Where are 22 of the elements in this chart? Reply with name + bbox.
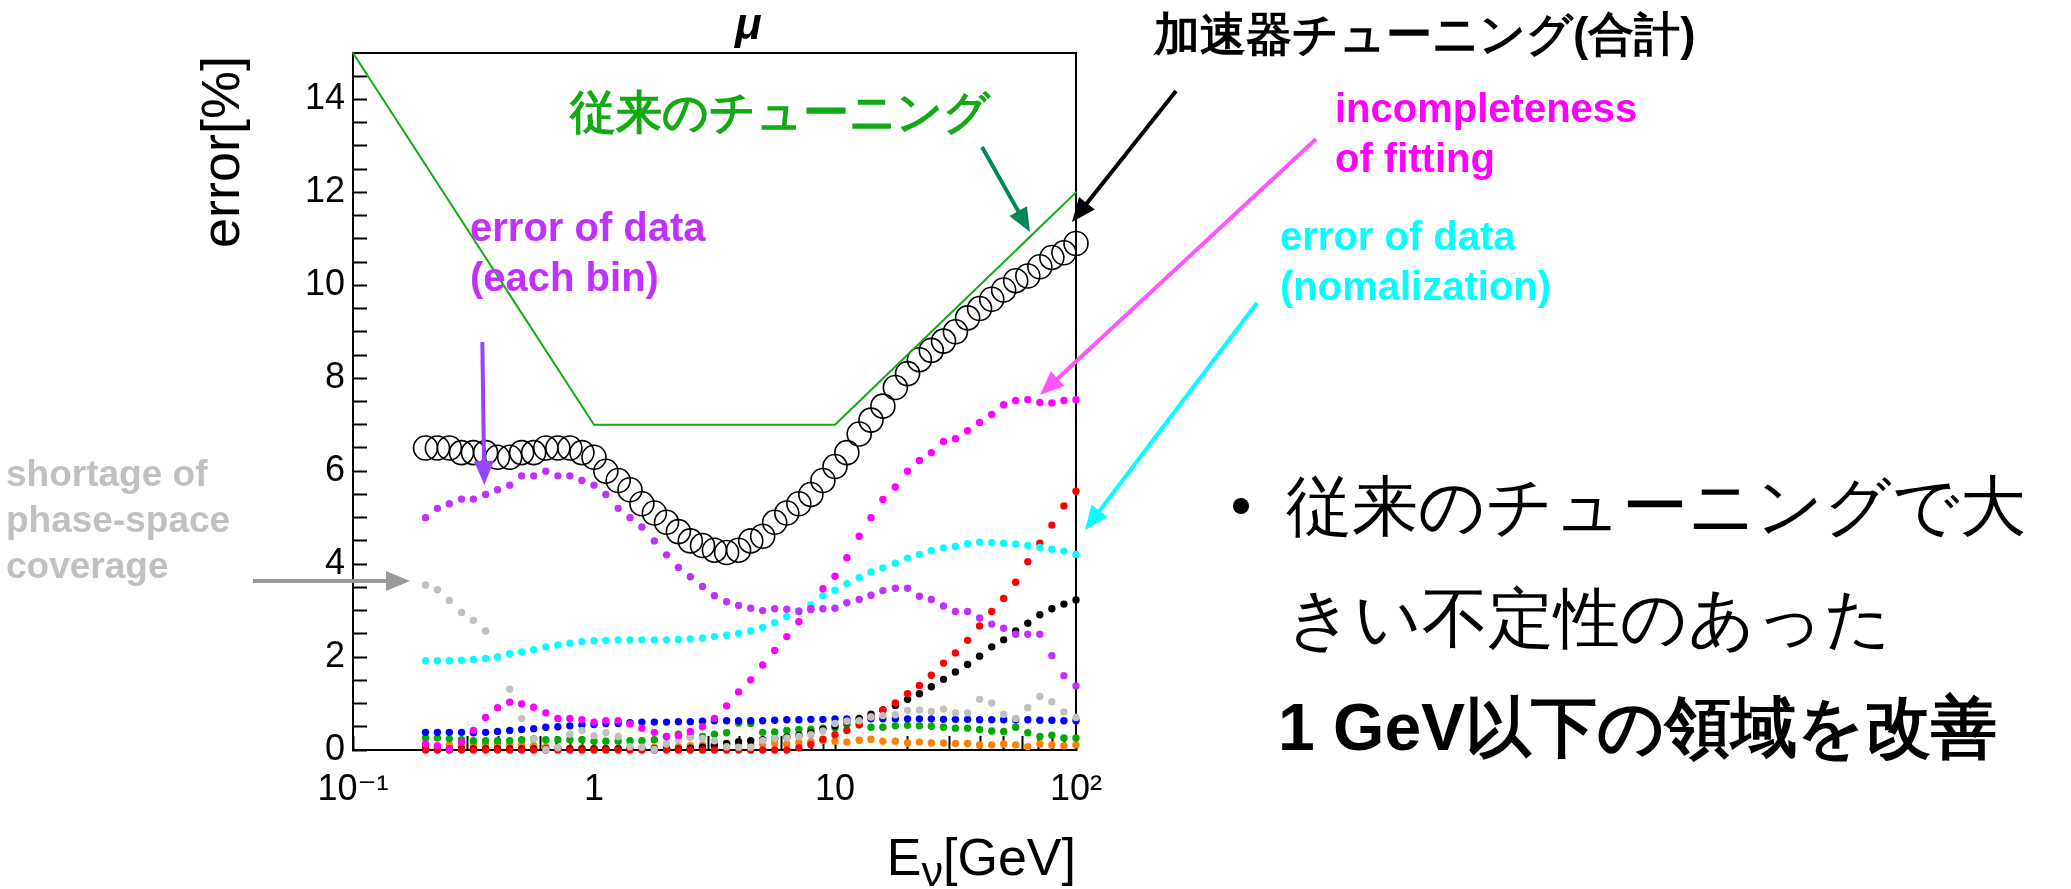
y-tick-label: 4 [324,541,345,583]
text: 加速器チューニング(合計) [1154,7,1696,62]
x-tick-label: 10 [814,766,856,808]
x-tick-label: 10⁻¹ [317,766,389,808]
y-tick-label: 2 [324,633,345,675]
y-tick-label: 6 [324,448,345,490]
y-tick-label: 10 [304,262,345,304]
text: 従来のチューニングで大きい不定性のあった [1286,468,2027,657]
text: 従来のチューニング [570,85,990,140]
text: 1 GeV以下の領域を改善 [1278,689,1998,766]
text: incompleteness of fitting [1335,85,1639,182]
y-tick-label: 0 [324,726,345,768]
x-tick-label: 1 [583,766,605,808]
x-axis-title: E$_{ν}$[GeV] [886,826,1076,889]
y-tick-label: 14 [304,76,345,118]
text: shortage of phase-space coverage [6,452,232,588]
y-tick-label: 8 [324,355,345,397]
y-tick-label: 12 [304,169,345,211]
x-tick-label: 10² [1049,766,1103,808]
y-axis-title: error[%] [190,55,250,249]
chart-title: μ [735,0,762,50]
text: error of data (nomalization) [1280,213,1553,310]
